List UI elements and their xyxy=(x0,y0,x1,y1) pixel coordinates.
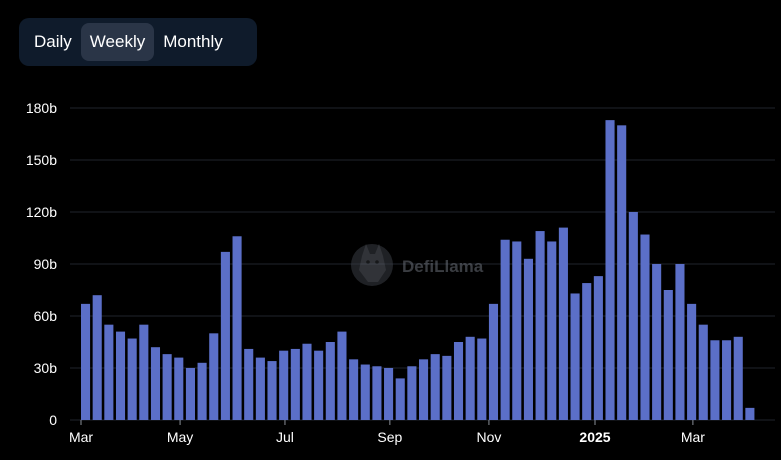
bar-W27[interactable] xyxy=(384,368,394,420)
bar-W11[interactable] xyxy=(197,362,207,420)
bar-W53[interactable] xyxy=(687,303,697,420)
y-tick-label: 90b xyxy=(34,256,58,272)
bar-W38[interactable] xyxy=(512,241,522,420)
bar-W43[interactable] xyxy=(570,293,580,420)
bar-W39[interactable] xyxy=(523,258,533,420)
bar-W17[interactable] xyxy=(267,361,277,420)
bar-W29[interactable] xyxy=(407,366,417,420)
bar-W19[interactable] xyxy=(290,348,300,420)
bar-W51[interactable] xyxy=(663,290,673,420)
bar-W13[interactable] xyxy=(220,251,230,420)
x-tick-label: 2025 xyxy=(579,429,610,445)
bar-W54[interactable] xyxy=(698,324,708,420)
bar-W23[interactable] xyxy=(337,331,347,420)
bar-W25[interactable] xyxy=(360,364,370,420)
y-tick-label: 60b xyxy=(34,308,58,324)
bar-W56[interactable] xyxy=(722,340,732,420)
y-tick-label: 30b xyxy=(34,360,58,376)
monthly-button[interactable]: Monthly xyxy=(154,23,232,61)
bar-W55[interactable] xyxy=(710,340,720,420)
defillama-watermark: DefiLlama xyxy=(351,244,484,286)
x-axis-ticks: Mar May Jul Sep Nov 2025 Mar xyxy=(69,420,705,445)
bar-W31[interactable] xyxy=(430,354,440,420)
bar-W24[interactable] xyxy=(349,359,359,420)
bar-W2[interactable] xyxy=(92,295,102,420)
bar-W6[interactable] xyxy=(139,324,149,420)
bar-W28[interactable] xyxy=(395,378,405,420)
watermark-text: DefiLlama xyxy=(402,257,484,276)
bar-W58[interactable] xyxy=(745,407,755,420)
x-tick-label: Sep xyxy=(377,429,402,445)
y-tick-label: 120b xyxy=(26,204,57,220)
bar-W33[interactable] xyxy=(453,342,464,420)
bar-W10[interactable] xyxy=(185,368,195,420)
bar-W50[interactable] xyxy=(652,264,662,420)
x-tick-label: Jul xyxy=(276,429,294,445)
bar-W26[interactable] xyxy=(372,366,382,420)
bar-W3[interactable] xyxy=(104,324,114,420)
bar-W30[interactable] xyxy=(419,359,429,420)
bar-W4[interactable] xyxy=(115,331,126,420)
bar-W32[interactable] xyxy=(442,355,452,420)
bar-W37[interactable] xyxy=(500,239,510,420)
bar-W49[interactable] xyxy=(640,234,650,420)
bar-W7[interactable] xyxy=(150,347,161,420)
bar-W18[interactable] xyxy=(279,350,289,420)
bar-W9[interactable] xyxy=(174,357,184,420)
x-tick-label: Mar xyxy=(681,429,705,445)
bar-W36[interactable] xyxy=(488,303,499,420)
bar-W35[interactable] xyxy=(477,338,487,420)
bar-W1[interactable] xyxy=(81,303,91,420)
y-tick-label: 150b xyxy=(26,152,57,168)
bar-W12[interactable] xyxy=(209,333,219,420)
bar-W45[interactable] xyxy=(593,276,603,420)
y-axis-ticks: 0 30b 60b 90b 120b 150b 180b xyxy=(26,100,57,428)
bar-W52[interactable] xyxy=(675,264,685,420)
bar-W47[interactable] xyxy=(617,125,627,420)
weekly-button[interactable]: Weekly xyxy=(80,23,155,61)
x-tick-label: May xyxy=(167,429,193,445)
bar-W14[interactable] xyxy=(232,236,242,420)
bar-W34[interactable] xyxy=(465,336,475,420)
y-tick-label: 180b xyxy=(26,100,57,116)
bar-W40[interactable] xyxy=(535,231,545,420)
x-tick-label: Mar xyxy=(69,429,93,445)
y-tick-label: 0 xyxy=(49,412,57,428)
bar-W15[interactable] xyxy=(244,348,254,420)
x-tick-label: Nov xyxy=(476,429,501,445)
bar-W42[interactable] xyxy=(558,227,568,420)
bars xyxy=(81,120,755,420)
bar-W41[interactable] xyxy=(547,241,557,420)
bar-W5[interactable] xyxy=(127,338,137,420)
bar-W44[interactable] xyxy=(582,283,592,420)
bar-W48[interactable] xyxy=(628,212,638,420)
llama-logo-icon xyxy=(351,244,393,286)
bar-W21[interactable] xyxy=(314,350,324,420)
bar-W20[interactable] xyxy=(302,343,312,420)
bar-W46[interactable] xyxy=(605,120,615,420)
bar-W22[interactable] xyxy=(325,342,335,420)
bar-W16[interactable] xyxy=(255,357,265,420)
daily-button[interactable]: Daily xyxy=(25,23,81,61)
bar-W57[interactable] xyxy=(733,336,743,420)
range-toggle: Daily Weekly Monthly xyxy=(19,18,257,66)
bar-W8[interactable] xyxy=(162,354,172,420)
